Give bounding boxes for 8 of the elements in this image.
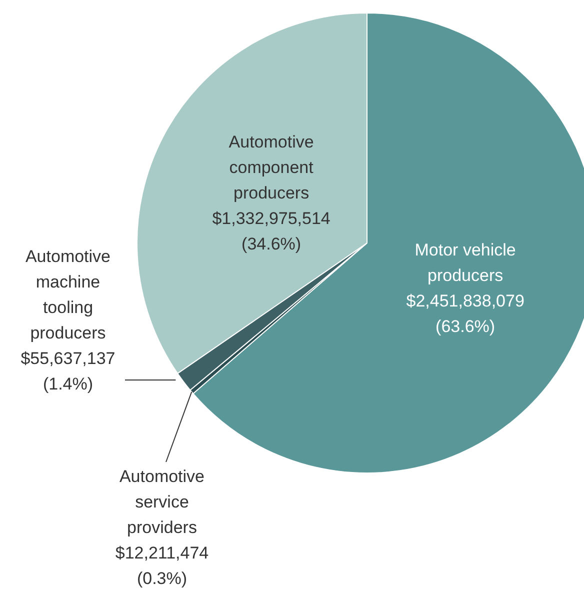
- data-label: $1,332,975,514 (34.6%): [212, 209, 330, 254]
- data-label: $12,211,474 (0.3%): [115, 544, 209, 588]
- data-label: $2,451,838,079 (63.6%): [406, 292, 524, 336]
- slice-label: Automotive component producers: [228, 132, 314, 203]
- slice-label: Automotive service providers: [119, 467, 205, 537]
- slice-label: Motor vehicle producers: [414, 240, 516, 286]
- data-label: $55,637,137 (1.4%): [20, 349, 116, 394]
- slice-label: Automotive machine tooling producers: [25, 247, 111, 342]
